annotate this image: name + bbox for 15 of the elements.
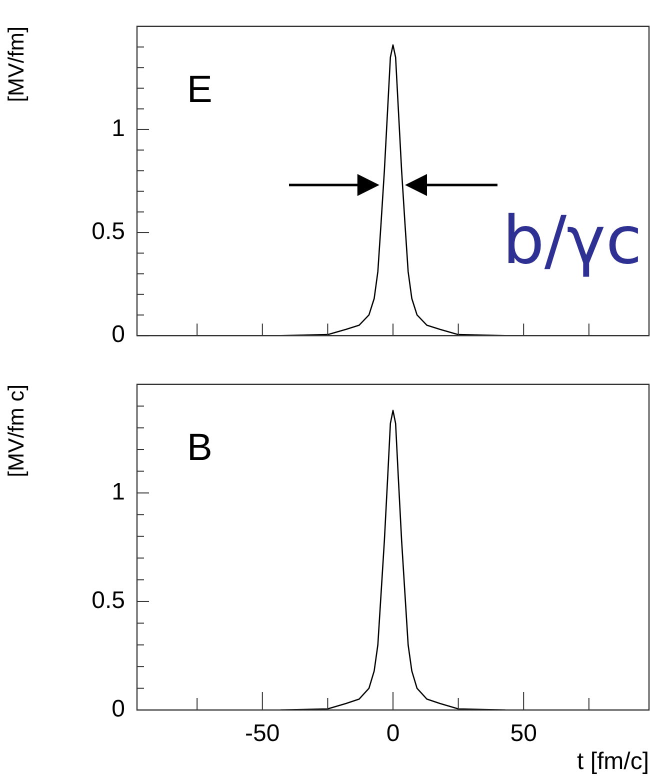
x-axis-title: t [fm/c] (577, 748, 649, 776)
y-tick-label: 1 (112, 115, 125, 142)
x-tick-label: -50 (245, 720, 280, 748)
annotation: B (187, 427, 212, 470)
y-tick-label: 0.5 (92, 218, 125, 246)
y-tick-label: 1 (112, 478, 125, 506)
x-tick-label: 50 (510, 720, 537, 748)
y-tick-label: 0 (112, 321, 125, 348)
y-axis-title: [MV/fm c] (3, 384, 28, 478)
annotation: b/γc (502, 202, 642, 279)
y-tick-label: 0.5 (92, 587, 125, 614)
y-tick-label: 0 (112, 696, 125, 723)
annotation: E (187, 69, 212, 112)
x-tick-label: 0 (386, 720, 400, 748)
y-axis-title: [MV/fm] (3, 26, 28, 102)
